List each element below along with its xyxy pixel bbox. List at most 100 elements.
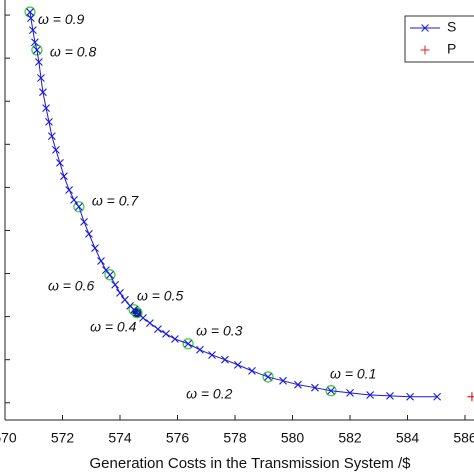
data-point [208, 351, 216, 359]
marker-stroke [106, 270, 114, 279]
marker-stroke [327, 386, 335, 395]
data-point [433, 392, 442, 401]
x-tick-label: 582 [338, 430, 362, 446]
marker-stroke [75, 202, 83, 211]
data-point [154, 325, 162, 333]
data-point [70, 195, 78, 204]
data-point [264, 373, 272, 381]
marker-stroke [121, 295, 129, 304]
legend-marker [421, 24, 429, 32]
marker-stroke [45, 118, 53, 126]
legend-label: S [447, 19, 456, 35]
marker-stroke [146, 319, 154, 327]
marker-stroke [56, 158, 64, 167]
annotation-circle [73, 201, 85, 213]
marker-stroke [139, 314, 147, 322]
data-point [39, 88, 47, 97]
data-point [56, 158, 64, 167]
data-point [116, 289, 124, 297]
data-point [121, 295, 129, 304]
marker-stroke [70, 195, 78, 204]
data-point [467, 392, 474, 402]
annotation-circle [104, 269, 116, 281]
data-point [171, 335, 179, 343]
marker-stroke [35, 58, 43, 66]
marker-stroke [33, 46, 41, 54]
data-point [133, 308, 141, 317]
marker-stroke [406, 392, 414, 401]
marker-stroke [196, 345, 204, 354]
marker-stroke [279, 376, 287, 385]
annotation-label: ω = 0.9 [38, 11, 85, 27]
data-point [45, 118, 53, 126]
x-tick-label: 578 [223, 430, 247, 446]
annotation-circle [182, 338, 194, 350]
x-tick-label: 570 [0, 430, 17, 446]
annotation-label: ω = 0.1 [330, 365, 376, 381]
x-axis-title: Generation Costs in the Transmission Sys… [90, 455, 412, 472]
marker-stroke [42, 104, 51, 113]
data-point [85, 230, 93, 238]
marker-stroke [126, 301, 134, 310]
marker-stroke [311, 383, 319, 392]
marker-stroke [47, 132, 56, 141]
data-point [80, 217, 88, 226]
data-point [233, 360, 242, 369]
x-tick-label: 584 [396, 430, 420, 446]
marker-stroke [80, 217, 88, 226]
annotation-label: ω = 0.3 [196, 322, 243, 338]
marker-stroke [31, 38, 39, 47]
marker-stroke [171, 335, 179, 343]
data-point [184, 339, 193, 348]
data-point [97, 257, 105, 265]
data-point [35, 58, 43, 66]
data-point [366, 391, 375, 399]
data-point [196, 345, 204, 354]
marker-stroke [184, 339, 193, 348]
data-point [146, 319, 154, 327]
annotation-label: ω = 0.2 [186, 386, 233, 402]
annotation-label: ω = 0.4 [90, 318, 137, 334]
data-point [26, 14, 35, 22]
data-point [346, 388, 354, 397]
data-point [75, 202, 83, 211]
marker-stroke [28, 26, 37, 35]
data-point [37, 74, 45, 82]
data-point [221, 355, 229, 364]
data-point [248, 367, 256, 375]
marker-stroke [111, 280, 120, 289]
marker-stroke [51, 146, 60, 154]
marker-stroke [26, 14, 35, 22]
annotation-circle [128, 304, 140, 316]
x-tick-label: 576 [166, 430, 190, 446]
marker-stroke [346, 388, 354, 397]
data-point [106, 270, 114, 279]
marker-stroke [162, 329, 170, 338]
marker-stroke [37, 74, 45, 82]
marker-stroke [433, 392, 442, 401]
data-point [406, 392, 414, 401]
series-line [29, 11, 438, 398]
marker-stroke [39, 88, 47, 97]
x-tick-label: 580 [281, 430, 305, 446]
annotation-circle [325, 385, 337, 397]
x-tick-label: 574 [108, 430, 132, 446]
legend-box [404, 15, 474, 63]
data-point [327, 386, 335, 395]
annotation-label: ω = 0.7 [92, 192, 140, 208]
x-tick-label: 572 [51, 430, 75, 446]
marker-stroke [65, 186, 74, 194]
data-point [91, 244, 99, 253]
data-point [60, 172, 68, 181]
marker-stroke [248, 367, 256, 375]
legend: SP [404, 15, 474, 63]
marker-stroke [366, 391, 375, 399]
marker-stroke [233, 360, 242, 369]
x-tick-label: 586 [453, 430, 474, 446]
legend-label: P [447, 41, 456, 57]
data-point [294, 380, 302, 389]
data-point [65, 186, 74, 194]
data-point [33, 46, 41, 54]
data-point [386, 391, 394, 400]
data-point [111, 280, 120, 289]
